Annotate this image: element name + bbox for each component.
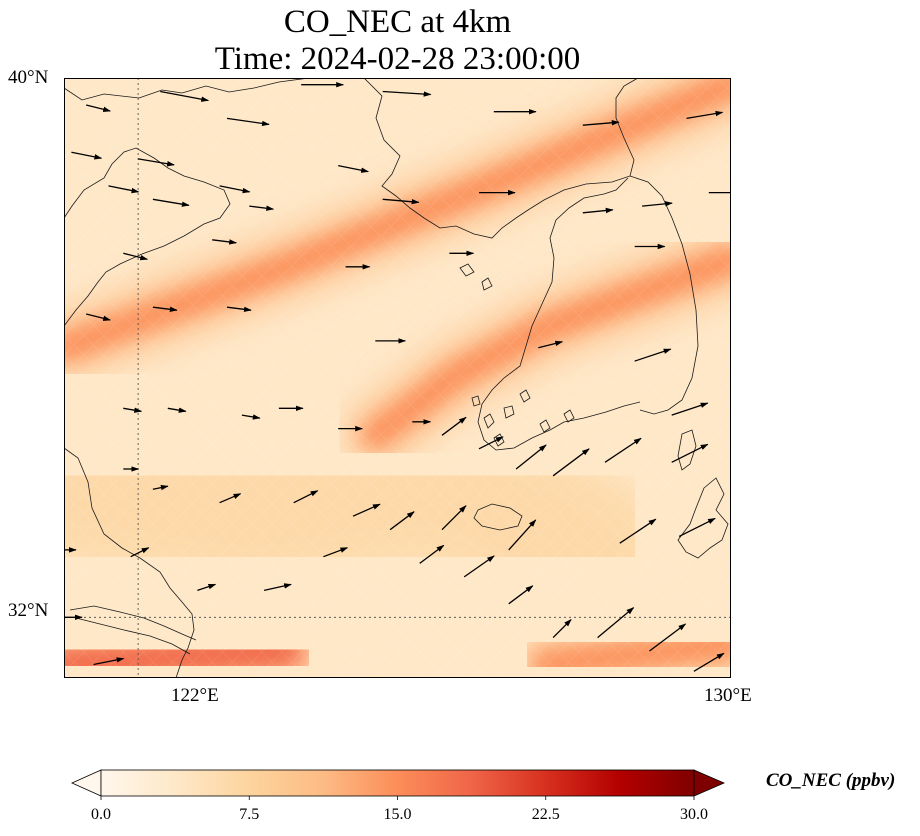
colorbar-tickmarks [100,796,695,800]
wind-arrow [671,443,709,463]
coastline-korea-west [477,177,641,451]
coastline-china-south [64,447,195,678]
colorbar-extend-max [693,769,726,797]
wind-vectors [64,81,731,672]
colorbar-tick-label: 7.5 [239,806,260,823]
wind-arrow [123,252,149,261]
wind-arrow [649,623,687,652]
korean-islands [459,263,575,447]
wind-arrow [463,555,495,578]
grid-texture [64,78,731,678]
wind-arrow [241,414,261,420]
wind-arrow [419,544,445,564]
coastline-korea-east [629,175,699,415]
map-title: CO_NEC at 4km [283,4,512,40]
tsushima-island [677,429,697,471]
wind-arrow [263,583,292,592]
wind-arrow [226,117,270,127]
kyushu-coast [677,477,729,559]
wind-arrow [552,448,590,477]
wind-arrow [197,583,217,592]
wind-arrow [152,306,178,313]
wind-arrow [167,407,187,413]
colorbar-tick-label: 22.5 [531,806,560,823]
colorbar-tick-label: 30.0 [680,806,708,823]
coastline-liaodong-shandong [64,78,639,239]
lon-label-130e: 130°E [704,685,752,706]
wind-arrow [226,306,252,313]
wind-arrow [86,313,111,321]
wind-arrow [152,484,169,491]
colorbar-extend-min [71,769,102,797]
wind-arrow [86,104,111,112]
wind-arrow [642,201,673,207]
colorbar-label: CO_NEC (ppbv) [766,770,896,791]
wind-arrow [137,158,175,167]
wind-arrow [293,490,319,504]
wind-arrow [382,90,432,97]
wind-arrow [441,505,467,531]
wind-arrow [552,619,572,639]
wind-arrow [478,436,504,450]
wind-arrow [678,517,716,537]
wind-arrow [538,340,564,349]
colorbar [71,769,726,800]
colorbar-tick-label: 15.0 [383,806,412,823]
lon-label-122e: 122°E [171,685,219,706]
wind-arrow [686,110,724,120]
jeju-island [473,503,523,531]
wind-arrow [338,164,369,173]
wind-arrow [604,437,642,463]
wind-arrow [219,493,242,504]
wind-arrow [634,348,672,362]
map-border [64,78,731,678]
lat-label-32n: 32°N [8,600,49,621]
wind-arrow [212,239,237,245]
wind-arrow [71,151,103,160]
wind-arrow [389,511,415,531]
wind-arrow [515,444,547,470]
wind-arrow [693,652,725,672]
wind-arrow [382,198,420,205]
yangtze-estuary [69,605,197,655]
wind-arrow [508,585,534,605]
wind-arrow [108,185,140,194]
wind-arrow [219,185,251,194]
wind-arrow [130,547,150,558]
wind-arrow [323,547,349,558]
colorbar-gradient [100,769,695,797]
colorbar-tick-label: 0.0 [91,806,111,823]
wind-arrow [582,120,620,126]
wind-arrow [441,416,467,436]
wind-arrow [582,207,614,214]
wind-arrow [93,657,125,666]
coastlines [64,78,729,678]
wind-arrow [619,518,657,544]
map-time-subtitle: Time: 2024-02-28 23:00:00 [214,41,581,77]
wind-arrow [352,503,381,517]
lat-label-40n: 40°N [8,67,49,88]
wind-arrow [597,607,635,639]
wind-arrow [123,407,143,413]
wind-arrow [671,402,709,416]
wind-arrow [508,519,537,551]
map-panel [64,78,731,678]
wind-arrow [160,90,210,102]
wind-arrow [152,198,190,207]
wind-arrow [249,205,275,211]
gridlines [64,78,731,678]
coastline-china-east [64,147,231,327]
